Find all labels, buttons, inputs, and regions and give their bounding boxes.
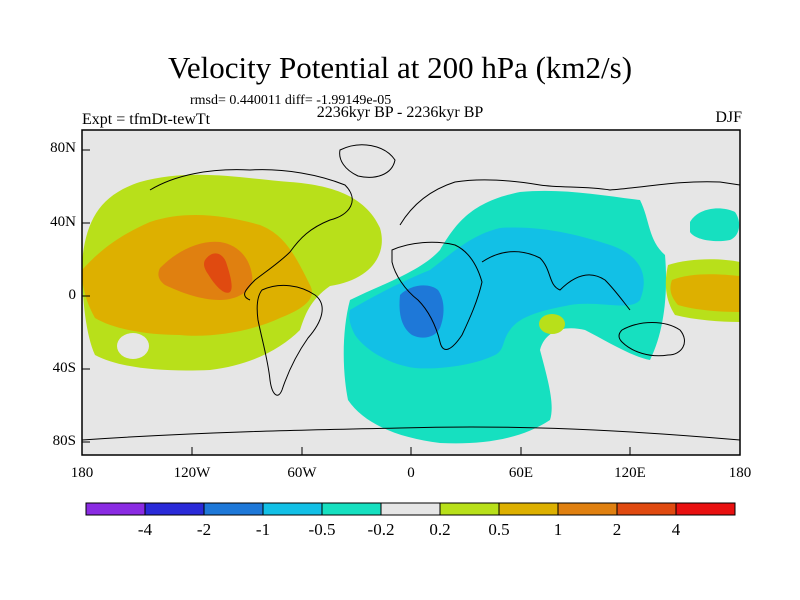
colorbar-box-4 [262, 502, 323, 516]
lon-label-120e: 120E [614, 465, 646, 481]
colorbar-box-1 [85, 502, 146, 516]
experiment-label: Expt = tfmDt-tewTt [82, 111, 211, 128]
colorbar-box-9 [557, 502, 618, 516]
colorbar-label-4: -0.5 [308, 520, 336, 539]
coast-australia [618, 322, 685, 357]
contour-fill-layer [82, 174, 740, 444]
axis-ticks [82, 149, 631, 455]
colorbar-label-9: 2 [612, 520, 622, 539]
colorbar-label-5: -0.2 [367, 520, 395, 539]
time-period: 2236kyr BP - 2236kyr BP [316, 104, 484, 121]
rmsd-stats: rmsd= 0.440011 diff= -1.99149e-05 [190, 93, 392, 108]
colorbar-box-10 [616, 502, 677, 516]
coast-europe [399, 179, 741, 226]
colorbar-box-8 [498, 502, 559, 516]
colorbar-box-11 [675, 502, 736, 516]
coast-asia-south [481, 251, 631, 311]
colorbar-box-2 [144, 502, 205, 516]
colorbar [85, 502, 736, 516]
contour-pos-0_2-indian [539, 314, 565, 334]
lat-label-80s: 80S [52, 433, 76, 449]
contour-neg-1-africa [399, 285, 444, 338]
colorbar-label-7: 0.5 [488, 520, 510, 539]
coast-north-america [149, 169, 353, 301]
lon-label-120w: 120W [173, 465, 211, 481]
lon-label-180-east: 180 [728, 465, 752, 481]
lon-label-0: 0 [407, 465, 415, 481]
colorbar-label-3: -1 [255, 520, 271, 539]
colorbar-label-2: -2 [196, 520, 212, 539]
coast-greenland [339, 144, 396, 178]
lat-label-0: 0 [68, 287, 77, 303]
colorbar-box-6 [380, 502, 441, 516]
lon-label-60e: 60E [508, 465, 534, 481]
coast-south-america [256, 284, 323, 396]
season-label: DJF [715, 109, 742, 126]
coast-africa [391, 241, 483, 350]
contour-pos-2-americas [204, 253, 232, 293]
colorbar-label-1: -4 [137, 520, 153, 539]
coast-antarctica [81, 426, 741, 441]
colorbar-box-5 [321, 502, 382, 516]
coastlines [81, 144, 741, 441]
colorbar-label-8: 1 [553, 520, 563, 539]
contour-gap-southpacific [117, 333, 149, 359]
lat-label-80n: 80N [50, 140, 76, 156]
map-title: Velocity Potential at 200 hPa (km2/s) [167, 50, 633, 85]
colorbar-label-6: 0.2 [429, 520, 451, 539]
lon-label-60w: 60W [287, 465, 317, 481]
lat-label-40s: 40S [52, 360, 76, 376]
lat-label-40n: 40N [50, 214, 76, 230]
colorbar-box-3 [203, 502, 264, 516]
colorbar-label-10: 4 [671, 520, 681, 539]
contour-neg-0_2-nw-pacific [690, 208, 740, 242]
contour-pos-0_5-westpacific [670, 274, 740, 312]
lon-label-180-west: 180 [70, 465, 94, 481]
colorbar-box-7 [439, 502, 500, 516]
